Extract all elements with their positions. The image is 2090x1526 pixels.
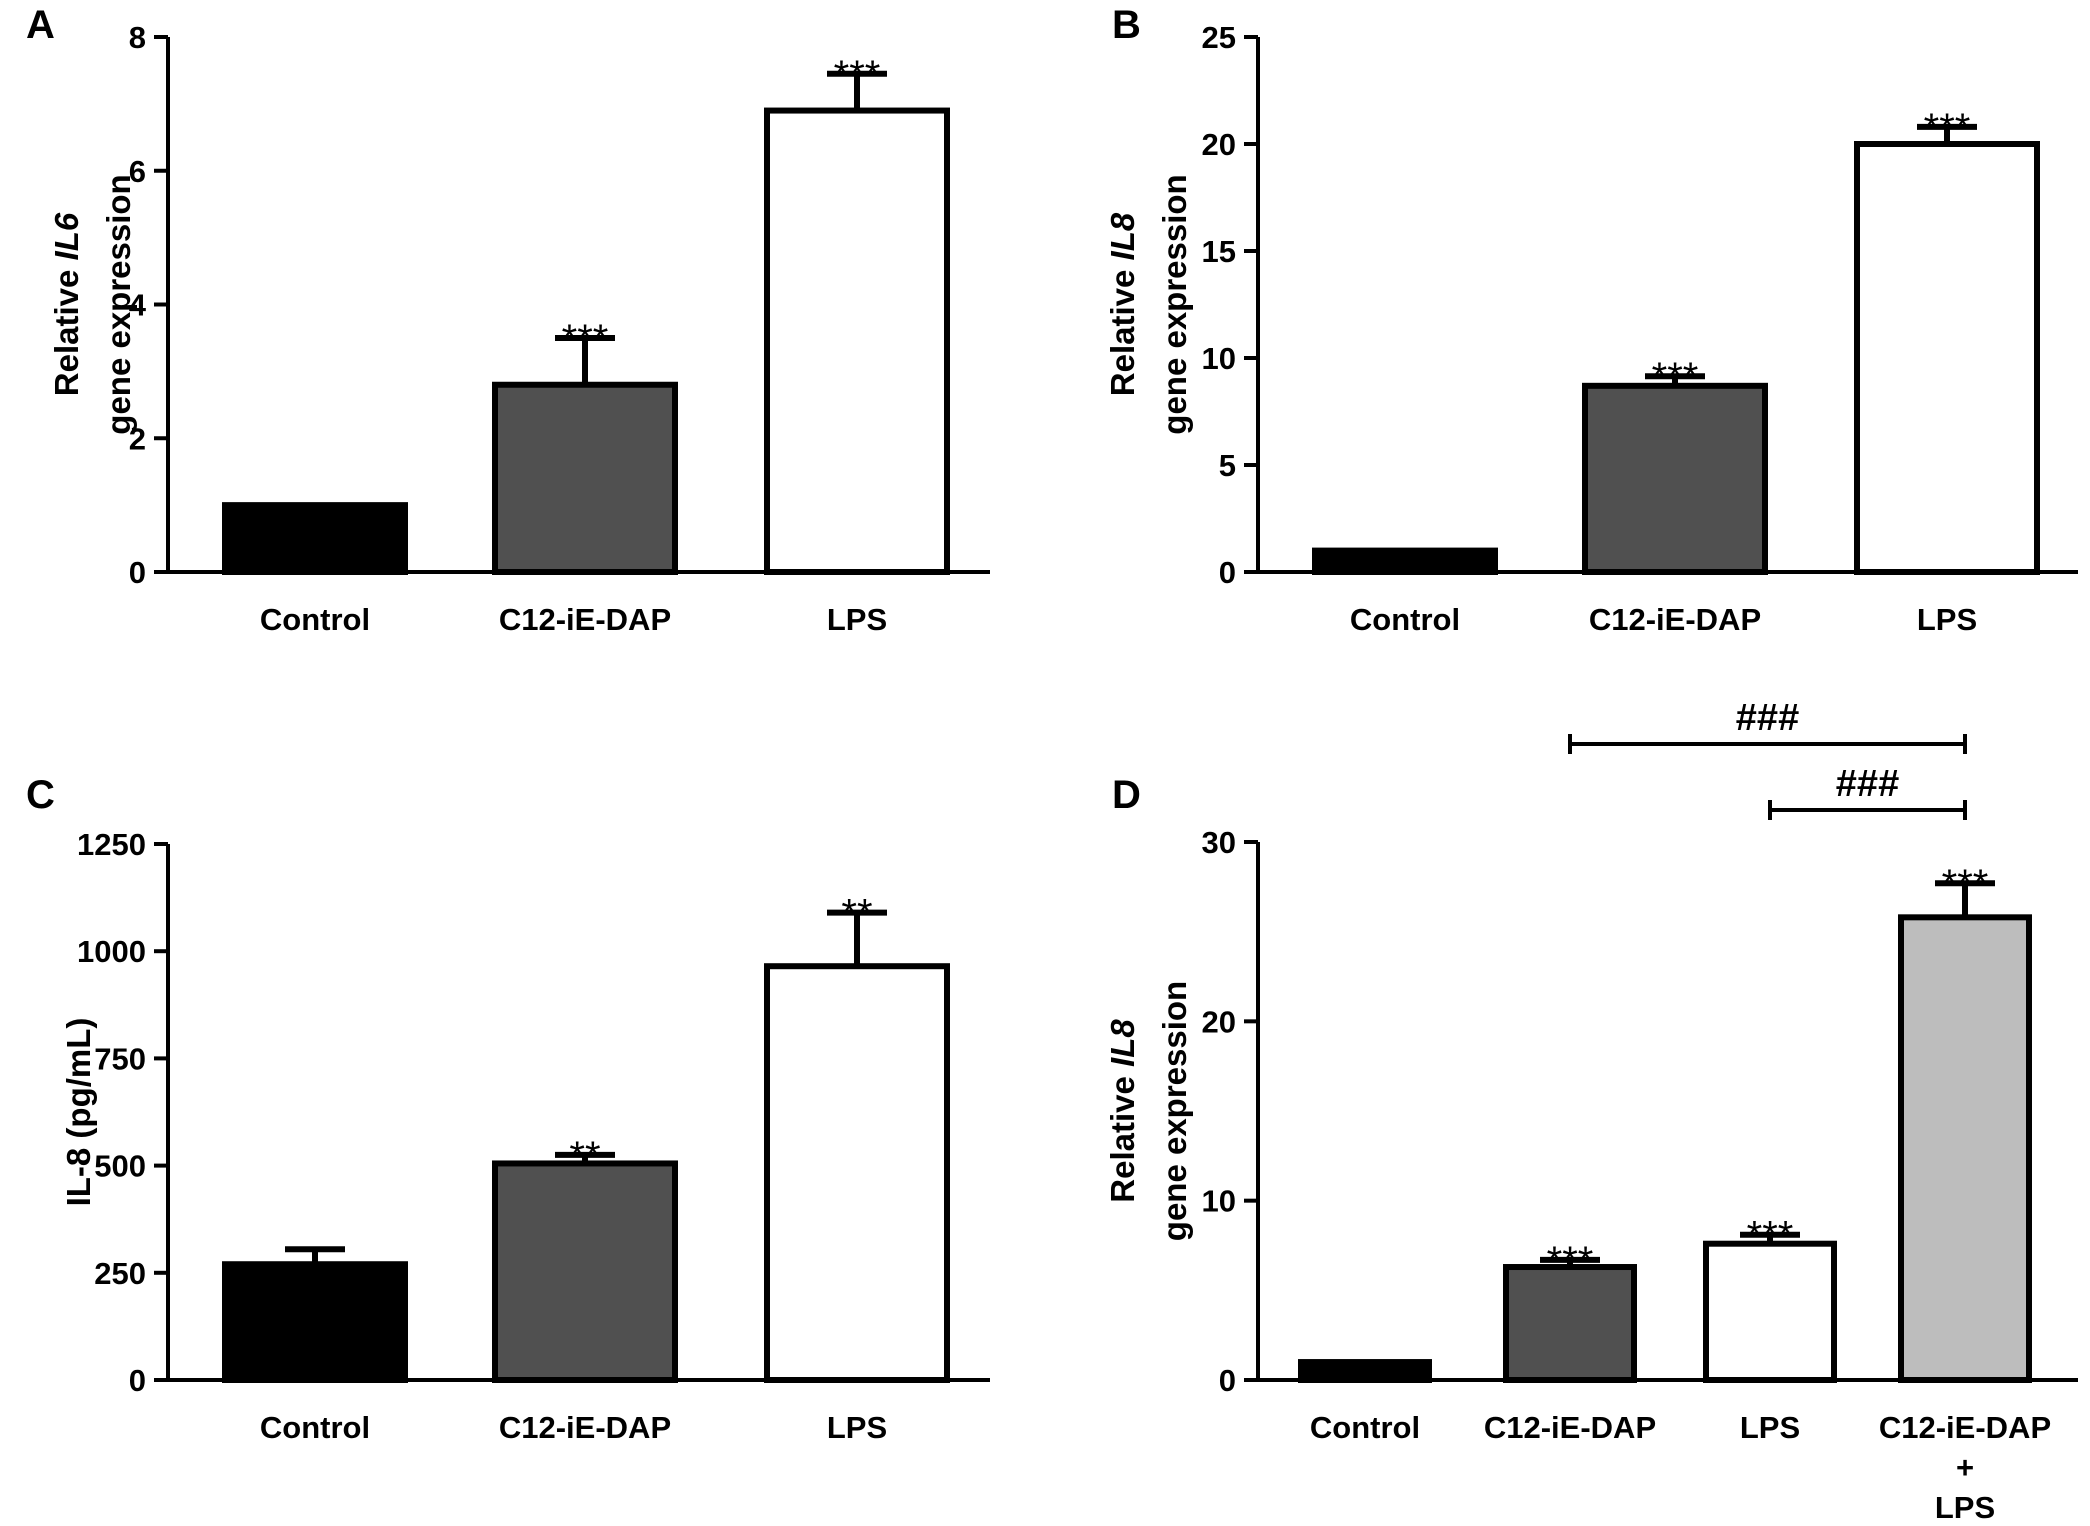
significance-label: **: [569, 1134, 600, 1178]
x-category-label: Control: [260, 1410, 370, 1445]
panel-label: C: [26, 773, 55, 817]
bar-lps: [764, 963, 950, 1383]
bar-lps: [764, 107, 950, 575]
x-category-label: LPS: [1935, 1490, 1995, 1525]
y-axis-title-text: gene expression: [1156, 981, 1193, 1241]
bar-control: [222, 502, 408, 575]
bar-control: [222, 1261, 408, 1383]
panel-label: D: [1112, 773, 1141, 817]
bar-c12-ie-dap: [492, 381, 678, 575]
bar-c12-ie-dap-lps: [1898, 914, 2032, 1383]
significance-label: **: [841, 892, 872, 936]
x-category-label: Control: [1350, 602, 1460, 637]
significance-label: ***: [834, 53, 881, 97]
y-tick-label: 2: [129, 421, 146, 456]
panel-d: D 0 10 20 30 Relative IL8 gene expression Contr…: [1104, 697, 2078, 1525]
y-tick-label: 5: [1219, 448, 1236, 483]
y-axis-title-line: Relative IL8: [1104, 212, 1141, 396]
y-tick-label: 30: [1202, 825, 1236, 860]
y-tick-label: 0: [1219, 1363, 1236, 1398]
significance-label: ***: [1747, 1214, 1794, 1258]
y-axis-title-line: gene expression: [1156, 174, 1193, 434]
y-tick-label: 25: [1202, 20, 1236, 55]
y-tick-label: 500: [94, 1149, 146, 1184]
y-tick-label: 0: [129, 555, 146, 590]
y-tick-label: 15: [1202, 234, 1236, 269]
y-axis-title-text: Relative: [1104, 1067, 1141, 1203]
x-category-label: +: [1956, 1450, 1974, 1485]
x-category-label: LPS: [827, 1410, 887, 1445]
y-axis-title-text: gene expression: [100, 174, 137, 434]
y-tick-label: 20: [1202, 1004, 1236, 1039]
bar-c12-ie-dap: [492, 1160, 678, 1384]
y-tick-label: 1250: [77, 827, 146, 862]
bar-c12-ie-dap: [1503, 1264, 1637, 1384]
y-axis-title-gene: IL8: [1104, 1019, 1141, 1067]
x-category-label: C12-iE-DAP: [499, 602, 671, 637]
y-tick-label: 8: [129, 20, 146, 55]
y-tick-label: 20: [1202, 127, 1236, 162]
y-axis-title-text: Relative: [1104, 260, 1141, 396]
bar-lps: [1703, 1240, 1837, 1383]
significance-label: ***: [1924, 106, 1971, 150]
y-tick-label: 1000: [77, 934, 146, 969]
y-axis-title-gene: IL8: [1104, 212, 1141, 260]
x-category-label: LPS: [1917, 602, 1977, 637]
panel-b: B 0 5 10 15 20 25 Relative IL8 gene expression Co…: [1104, 3, 2078, 637]
panel-a: A 0 2 4 6 8 Relative IL6 gene expression Control…: [26, 3, 990, 637]
y-tick-label: 10: [1202, 1184, 1236, 1219]
y-axis-title-line: IL-8 (pg/mL): [60, 1018, 97, 1207]
significance-label: ***: [562, 317, 609, 361]
panel-label: A: [26, 3, 55, 47]
y-tick-label: 0: [129, 1363, 146, 1398]
x-category-label: Control: [260, 602, 370, 637]
y-axis-title-line: gene expression: [100, 174, 137, 434]
x-category-label: LPS: [827, 602, 887, 637]
panel-label: B: [1112, 3, 1141, 47]
bracket-label: ###: [1836, 763, 1899, 805]
y-tick-label: 250: [94, 1256, 146, 1291]
x-category-label: C12-iE-DAP: [499, 1410, 671, 1445]
y-axis-title-text: gene expression: [1156, 174, 1193, 434]
bracket-label: ###: [1736, 697, 1799, 739]
bar-c12-ie-dap: [1582, 382, 1768, 575]
y-axis-title-text: Relative: [48, 260, 85, 396]
y-tick-label: 10: [1202, 341, 1236, 376]
y-tick-label: 6: [129, 154, 146, 189]
x-category-label: C12-iE-DAP: [1589, 602, 1761, 637]
bar-control: [1298, 1359, 1432, 1383]
bar-control: [1312, 547, 1498, 575]
y-tick-label: 750: [94, 1041, 146, 1076]
y-tick-label: 0: [1219, 555, 1236, 590]
x-category-label: LPS: [1740, 1410, 1800, 1445]
y-tick-label: 4: [129, 288, 147, 323]
panel-c: C 0 250 500 750 1000 1250 IL-8 (pg/mL) Control **…: [26, 773, 990, 1445]
significance-label: ***: [1652, 355, 1699, 399]
x-category-label: C12-iE-DAP: [1879, 1410, 2051, 1445]
x-category-label: Control: [1310, 1410, 1420, 1445]
bar-lps: [1854, 141, 2040, 575]
significance-label: ***: [1547, 1239, 1594, 1283]
y-axis-title-line: Relative IL8: [1104, 1019, 1141, 1203]
x-category-label: C12-iE-DAP: [1484, 1410, 1656, 1445]
significance-label: ***: [1942, 862, 1989, 906]
y-axis-title-text: IL-8 (pg/mL): [60, 1018, 97, 1207]
y-axis-title-line: Relative IL6: [48, 212, 85, 396]
y-axis-title-gene: IL6: [48, 212, 85, 260]
y-axis-title-line: gene expression: [1156, 981, 1193, 1241]
